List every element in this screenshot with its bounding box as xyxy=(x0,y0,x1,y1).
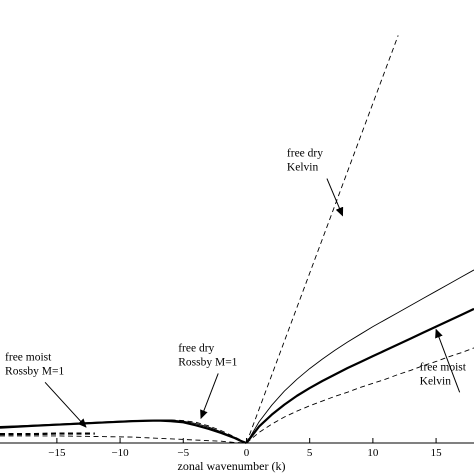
annotation-arrow xyxy=(200,373,219,420)
x-tick-label: −10 xyxy=(111,447,129,459)
annotation-arrow xyxy=(44,381,87,428)
annotation-1: free moist Rossby M=1 xyxy=(5,351,64,377)
series-7-line xyxy=(0,432,95,436)
series-3-line xyxy=(246,347,474,444)
series-0-line xyxy=(246,35,399,444)
x-tick-label: 0 xyxy=(244,447,250,459)
annotation-0: free dry Kelvin xyxy=(287,148,323,174)
annotation-arrow xyxy=(326,178,344,217)
x-tick-label: −15 xyxy=(48,447,66,459)
series-layer xyxy=(0,35,474,445)
series-8-line xyxy=(0,435,247,444)
series-6-line xyxy=(170,419,247,444)
x-axis: −15 −10 −5 0 5 10 15 xyxy=(0,438,474,459)
x-tick-label: 5 xyxy=(307,447,313,459)
annotation-layer: free dry Kelvin free moist Rossby M=1 free d… xyxy=(5,148,467,428)
annotation-3: free moist Kelvin xyxy=(420,361,467,387)
series-5-line xyxy=(0,419,247,445)
series-1-line xyxy=(246,269,474,444)
x-tick-label: 15 xyxy=(431,447,443,459)
x-tick-label: −5 xyxy=(177,447,189,459)
x-tick-label: 10 xyxy=(367,447,379,459)
series-2-line xyxy=(245,307,474,444)
x-axis-label: zonal wavenumber (k) xyxy=(178,459,286,473)
annotation-arrow xyxy=(435,328,461,393)
annotation-2: free dry Rossby M=1 xyxy=(178,342,237,368)
series-4-line xyxy=(0,419,247,444)
